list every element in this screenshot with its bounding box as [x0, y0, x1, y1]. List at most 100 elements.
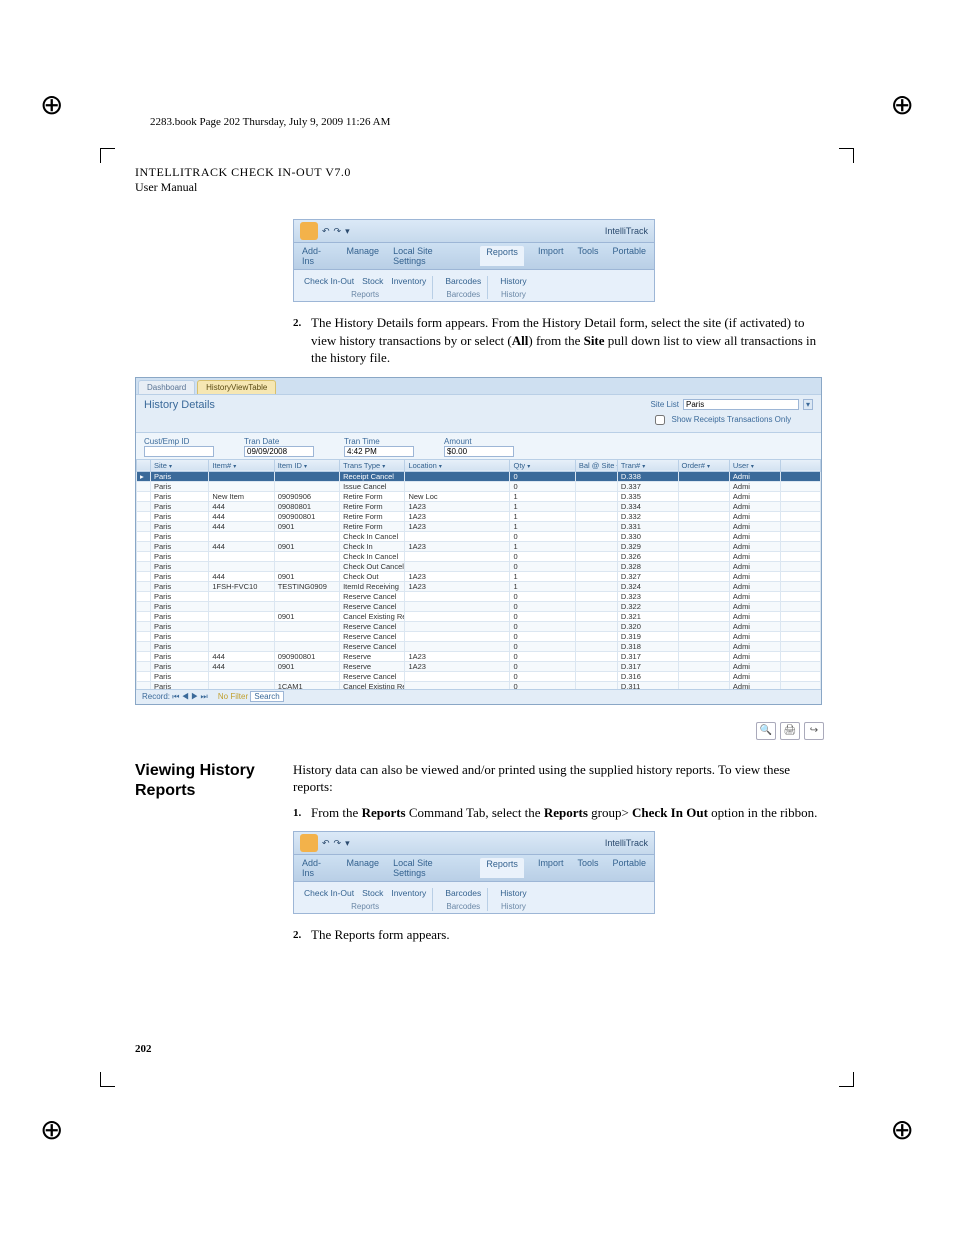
record-nav-first[interactable]: ⏮ [172, 692, 179, 701]
table-header[interactable]: Item ID ▾ [274, 459, 339, 471]
table-header[interactable]: Item# ▾ [209, 459, 274, 471]
undo-icon[interactable]: ↶ [322, 226, 330, 237]
cust-emp-input[interactable] [144, 446, 214, 457]
table-header[interactable] [781, 459, 821, 471]
ribbon-tab[interactable]: Manage [347, 246, 380, 266]
ribbon-button[interactable]: Inventory [391, 888, 426, 898]
print-icon[interactable]: 🖨 [780, 722, 800, 740]
amount-input[interactable] [444, 446, 514, 457]
table-row[interactable]: ParisCheck In Cancel0D.330Admi [137, 531, 821, 541]
table-row[interactable]: Paris1CAM1Cancel Existing Reser0D.311Adm… [137, 681, 821, 689]
ribbon-tab[interactable]: Add-Ins [302, 246, 333, 266]
table-row[interactable]: ParisReserve Cancel0D.322Admi [137, 601, 821, 611]
ribbon-tab[interactable]: Reports [480, 858, 524, 878]
record-nav-last[interactable]: ⏭ [200, 692, 207, 701]
app-logo-icon[interactable] [300, 834, 318, 852]
crop-corner [839, 148, 854, 163]
table-header[interactable]: Bal @ Site ▾ [575, 459, 617, 471]
ribbon-tab[interactable]: Portable [612, 858, 646, 878]
table-header[interactable]: Site ▾ [151, 459, 209, 471]
crop-mark: ⊕ [891, 1113, 914, 1147]
record-nav-next[interactable]: ▶ [191, 692, 198, 701]
find-icon[interactable]: 🔍 [756, 722, 776, 740]
table-row[interactable]: Paris4440901Check In1A231D.329Admi [137, 541, 821, 551]
print-header: 2283.book Page 202 Thursday, July 9, 200… [150, 116, 390, 128]
ribbon-tab[interactable]: Reports [480, 246, 524, 266]
table-header[interactable]: Qty ▾ [510, 459, 575, 471]
table-row[interactable]: ParisReserve Cancel0D.320Admi [137, 621, 821, 631]
ribbon-tab[interactable]: Portable [612, 246, 646, 266]
ribbon-tab[interactable]: Import [538, 858, 564, 878]
ribbon-tab[interactable]: Import [538, 246, 564, 266]
table-row[interactable]: ParisReserve Cancel0D.318Admi [137, 641, 821, 651]
tran-time-input[interactable] [344, 446, 414, 457]
redo-icon[interactable]: ↷ [334, 838, 342, 849]
ribbon-screenshot-2: ↶ ↷ ▾ IntelliTrack Add-InsManageLocal Si… [293, 831, 655, 914]
table-header[interactable]: Tran# ▾ [617, 459, 678, 471]
ribbon-button[interactable]: Stock [362, 276, 383, 286]
table-row[interactable]: ParisReserve Cancel0D.319Admi [137, 631, 821, 641]
table-row[interactable]: Paris444090900801Retire Form1A231D.332Ad… [137, 511, 821, 521]
table-row[interactable]: ParisIssue Cancel0D.337Admi [137, 481, 821, 491]
ribbon-tab[interactable]: Add-Ins [302, 858, 333, 878]
table-row[interactable]: Paris4440901Retire Form1A231D.331Admi [137, 521, 821, 531]
table-row[interactable]: ParisCheck Out Cancel0D.328Admi [137, 561, 821, 571]
undo-icon[interactable]: ↶ [322, 838, 330, 849]
table-row[interactable]: ParisNew Item09090906Retire FormNew Loc1… [137, 491, 821, 501]
table-row[interactable]: Paris444090900801Reserve1A230D.317Admi [137, 651, 821, 661]
search-input[interactable]: Search [250, 691, 283, 702]
table-header[interactable]: Location ▾ [405, 459, 510, 471]
table-row[interactable]: ParisReserve Cancel0D.316Admi [137, 671, 821, 681]
ribbon-tab[interactable]: Local Site Settings [393, 246, 466, 266]
ribbon-button[interactable]: History [500, 276, 526, 286]
exit-icon[interactable]: ↪ [804, 722, 824, 740]
tab-dashboard[interactable]: Dashboard [138, 380, 195, 394]
ribbon-button[interactable]: Barcodes [445, 276, 481, 286]
ribbon-tab[interactable]: Tools [577, 246, 598, 266]
step-number: 1. [293, 804, 311, 822]
redo-icon[interactable]: ↷ [334, 226, 342, 237]
ribbon-tab[interactable]: Tools [577, 858, 598, 878]
dropdown-icon[interactable]: ▾ [803, 399, 813, 410]
tran-time-label: Tran Time [344, 437, 414, 446]
ribbon-tab[interactable]: Manage [347, 858, 380, 878]
tab-history-view[interactable]: HistoryViewTable [197, 380, 276, 394]
qat-dropdown-icon[interactable]: ▾ [345, 226, 350, 237]
table-row[interactable]: Paris4440901Reserve1A230D.317Admi [137, 661, 821, 671]
table-header[interactable]: Trans Type ▾ [340, 459, 405, 471]
table-header[interactable]: User ▾ [729, 459, 780, 471]
ribbon-group-label: Reports [351, 290, 379, 299]
ribbon-button[interactable]: Inventory [391, 276, 426, 286]
crop-mark: ⊕ [891, 88, 914, 122]
ribbon-button[interactable]: Barcodes [445, 888, 481, 898]
ribbon-tab[interactable]: Local Site Settings [393, 858, 466, 878]
show-receipts-checkbox[interactable] [655, 415, 665, 425]
ribbon-group-label: History [501, 290, 526, 299]
qat-dropdown-icon[interactable]: ▾ [345, 838, 350, 849]
ribbon-button[interactable]: Check In-Out [304, 888, 354, 898]
ribbon-group-label: History [501, 902, 526, 911]
table-row[interactable]: Paris1FSH-FVC10TESTING0909ItemId Receivi… [137, 581, 821, 591]
ribbon-button[interactable]: Stock [362, 888, 383, 898]
table-row[interactable]: Paris4440901Check Out1A231D.327Admi [137, 571, 821, 581]
table-row[interactable]: Paris44409080801Retire Form1A231D.334Adm… [137, 501, 821, 511]
ribbon-button[interactable]: Check In-Out [304, 276, 354, 286]
table-row[interactable]: ▸ParisReceipt Cancel0D.338Admi [137, 471, 821, 481]
ribbon-group-label: Reports [351, 902, 379, 911]
table-row[interactable]: ParisCheck In Cancel0D.326Admi [137, 551, 821, 561]
crop-corner [100, 148, 115, 163]
table-header[interactable]: Order# ▾ [678, 459, 729, 471]
ribbon-screenshot-1: ↶ ↷ ▾ IntelliTrack Add-InsManageLocal Si… [293, 219, 655, 302]
ribbon-group-label: Barcodes [446, 290, 480, 299]
step-paragraph: 2. The Reports form appears. [293, 926, 820, 944]
app-logo-icon[interactable] [300, 222, 318, 240]
no-filter-label: No Filter [218, 692, 248, 701]
section-heading: Viewing History Reports [135, 761, 275, 801]
table-row[interactable]: ParisReserve Cancel0D.323Admi [137, 591, 821, 601]
ribbon-button[interactable]: History [500, 888, 526, 898]
record-nav-prev[interactable]: ◀ [182, 692, 189, 701]
site-list-select[interactable] [683, 399, 799, 410]
tran-date-input[interactable] [244, 446, 314, 457]
table-row[interactable]: Paris0901Cancel Existing Reser0D.321Admi [137, 611, 821, 621]
step-text: From the Reports Command Tab, select the… [311, 804, 820, 822]
